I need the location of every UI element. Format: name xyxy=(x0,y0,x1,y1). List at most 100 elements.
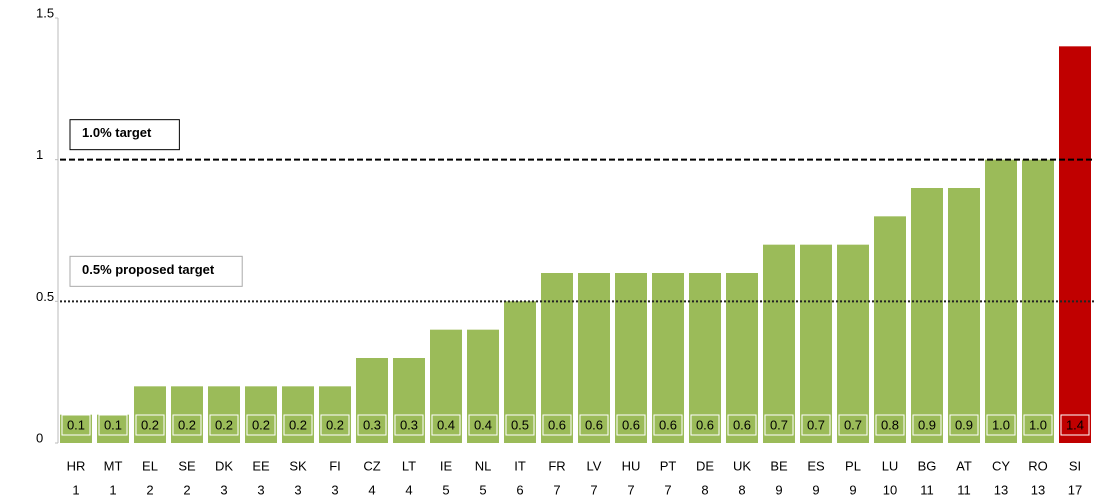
value-label: 0.5 xyxy=(511,417,529,432)
bar xyxy=(800,244,832,443)
rank-label: 9 xyxy=(812,482,819,497)
rank-label: 4 xyxy=(405,482,412,497)
x-tick-label: RO xyxy=(1028,458,1048,473)
rank-label: 7 xyxy=(664,482,671,497)
value-label-box xyxy=(135,414,165,436)
x-tick-label: MT xyxy=(104,458,123,473)
x-tick-label: FR xyxy=(548,458,565,473)
x-tick-label: NL xyxy=(475,458,492,473)
value-label: 0.2 xyxy=(141,417,159,432)
x-tick-label: AT xyxy=(956,458,972,473)
rank-label: 3 xyxy=(294,482,301,497)
rank-label: 13 xyxy=(994,482,1008,497)
bar xyxy=(504,301,536,443)
value-label-box xyxy=(357,414,387,436)
rank-label: 9 xyxy=(775,482,782,497)
value-label: 0.3 xyxy=(363,417,381,432)
x-tick-label: EL xyxy=(142,458,158,473)
value-label-box xyxy=(283,414,313,436)
rank-label: 7 xyxy=(627,482,634,497)
value-label-box xyxy=(1023,414,1053,436)
bar xyxy=(874,216,906,443)
value-label-box xyxy=(727,414,757,436)
x-tick-label: BE xyxy=(770,458,788,473)
value-label: 0.4 xyxy=(474,417,492,432)
bar xyxy=(467,329,499,443)
rank-label: 3 xyxy=(331,482,338,497)
x-tick-label: PL xyxy=(845,458,861,473)
value-label: 0.2 xyxy=(178,417,196,432)
value-label-box xyxy=(875,414,905,436)
value-label: 0.1 xyxy=(67,417,85,432)
rank-label: 11 xyxy=(920,482,934,497)
annotation-box xyxy=(69,255,243,287)
value-label: 0.6 xyxy=(696,417,714,432)
value-label-box xyxy=(172,414,202,436)
rank-label: 11 xyxy=(957,482,971,497)
x-tick-label: ES xyxy=(807,458,825,473)
x-tick-label: SI xyxy=(1069,458,1081,473)
value-label-box xyxy=(98,414,128,436)
y-tick-label: 0.5 xyxy=(36,289,54,304)
x-tick-label: DE xyxy=(696,458,714,473)
value-label-box xyxy=(246,414,276,436)
bar xyxy=(948,188,980,443)
x-tick-label: CY xyxy=(992,458,1010,473)
rank-label: 3 xyxy=(257,482,264,497)
bar xyxy=(763,244,795,443)
value-label-box xyxy=(949,414,979,436)
bar xyxy=(430,329,462,443)
x-tick-label: PT xyxy=(660,458,677,473)
value-label: 0.8 xyxy=(881,417,899,432)
x-tick-label: FI xyxy=(329,458,341,473)
value-label-box xyxy=(838,414,868,436)
value-label-box xyxy=(653,414,683,436)
value-label: 0.6 xyxy=(622,417,640,432)
y-tick-label: 0 xyxy=(36,430,43,445)
x-tick-label: DK xyxy=(215,458,233,473)
rank-label: 2 xyxy=(146,482,153,497)
value-label-box xyxy=(431,414,461,436)
value-label-box xyxy=(1060,414,1090,436)
rank-label: 3 xyxy=(220,482,227,497)
value-label-box xyxy=(61,414,91,436)
value-label: 0.6 xyxy=(733,417,751,432)
x-tick-label: IT xyxy=(514,458,526,473)
rank-label: 5 xyxy=(442,482,449,497)
value-label: 1.0 xyxy=(992,417,1010,432)
x-tick-label: CZ xyxy=(363,458,380,473)
rank-label: 10 xyxy=(883,482,897,497)
x-tick-label: LU xyxy=(882,458,899,473)
value-label-box xyxy=(542,414,572,436)
rank-label: 5 xyxy=(479,482,486,497)
rank-label: 4 xyxy=(368,482,375,497)
x-tick-label: LT xyxy=(402,458,416,473)
value-label: 0.2 xyxy=(215,417,233,432)
value-label: 0.6 xyxy=(548,417,566,432)
rank-label: 7 xyxy=(590,482,597,497)
value-label-box xyxy=(616,414,646,436)
value-label-box xyxy=(579,414,609,436)
value-label-box xyxy=(394,414,424,436)
value-label-box xyxy=(912,414,942,436)
value-label: 0.1 xyxy=(104,417,122,432)
rank-label: 7 xyxy=(553,482,560,497)
x-tick-label: UK xyxy=(733,458,751,473)
value-label-box xyxy=(986,414,1016,436)
bar xyxy=(60,414,92,443)
bar xyxy=(356,358,388,443)
value-label-box xyxy=(801,414,831,436)
bar xyxy=(97,414,129,443)
value-label: 1.4 xyxy=(1066,417,1084,432)
bar xyxy=(393,358,425,443)
x-tick-label: HU xyxy=(622,458,641,473)
annotation-box xyxy=(69,119,180,151)
annotation: 0.5% proposed target xyxy=(82,262,215,277)
rank-label: 9 xyxy=(849,482,856,497)
bar xyxy=(1059,46,1091,443)
value-label: 0.2 xyxy=(326,417,344,432)
annotation: 1.0% target xyxy=(82,125,152,140)
value-label: 0.2 xyxy=(289,417,307,432)
x-tick-label: LV xyxy=(587,458,602,473)
